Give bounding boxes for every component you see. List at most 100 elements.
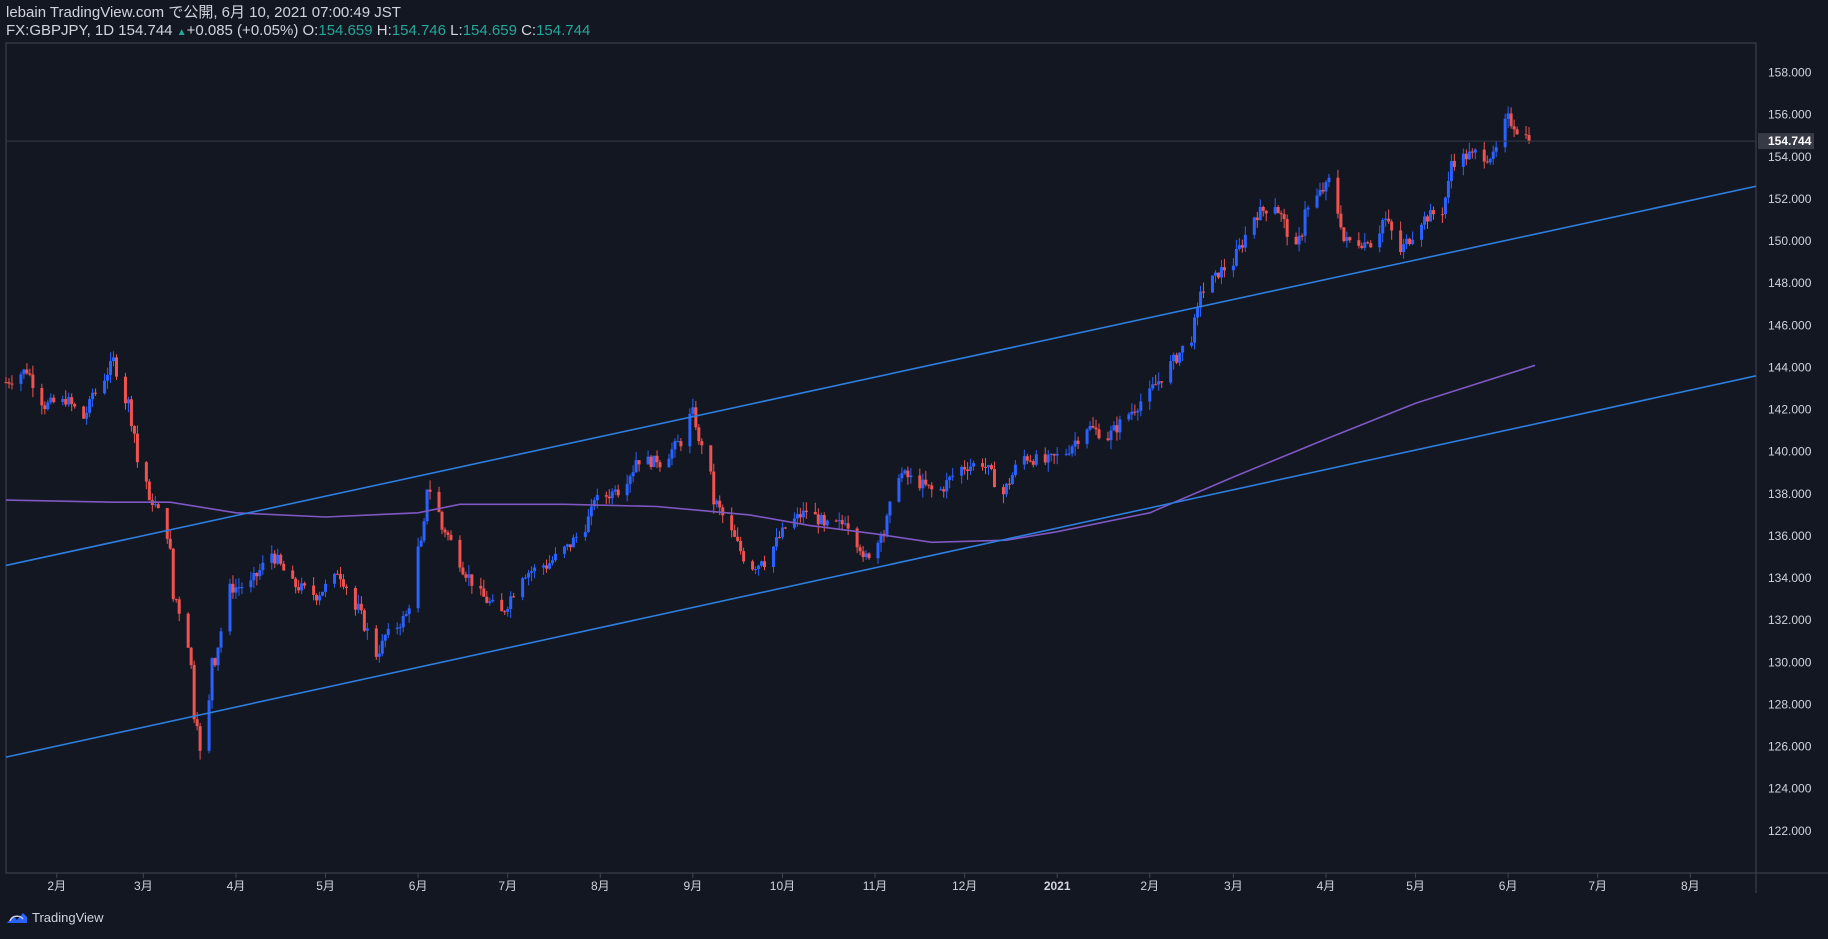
candle-down bbox=[144, 462, 148, 482]
price-tick-label: 130.000 bbox=[1768, 655, 1812, 669]
candle-up bbox=[780, 527, 784, 538]
candle-down bbox=[195, 719, 199, 727]
candle-down bbox=[94, 392, 98, 394]
candle-up bbox=[548, 563, 552, 569]
candle-down bbox=[568, 544, 572, 548]
candle-down bbox=[192, 665, 196, 720]
candle-up bbox=[300, 583, 304, 591]
candle-up bbox=[1172, 354, 1176, 362]
candle-down bbox=[804, 510, 808, 512]
close-label: C: bbox=[521, 22, 537, 39]
candle-down bbox=[1285, 219, 1289, 237]
candle-up bbox=[876, 542, 880, 559]
candle-down bbox=[464, 574, 468, 578]
candle-down bbox=[930, 485, 934, 490]
candle-up bbox=[864, 553, 868, 558]
candle-up bbox=[1449, 160, 1453, 181]
candle-down bbox=[25, 369, 29, 374]
candle-up bbox=[1064, 453, 1068, 455]
candle-down bbox=[440, 511, 444, 530]
candle-up bbox=[1199, 291, 1203, 308]
candle-up bbox=[825, 520, 829, 526]
candle-up bbox=[921, 479, 925, 489]
candle-down bbox=[1369, 243, 1373, 248]
candle-up bbox=[1428, 210, 1432, 222]
time-tick-label: 6月 bbox=[409, 879, 428, 893]
candle-down bbox=[1115, 425, 1119, 433]
candle-down bbox=[114, 357, 118, 377]
candle-down bbox=[739, 540, 743, 552]
candle-up bbox=[1488, 158, 1492, 163]
candle-up bbox=[571, 537, 575, 548]
candle-down bbox=[7, 382, 11, 384]
candle-up bbox=[760, 561, 764, 566]
candle-up bbox=[219, 631, 223, 648]
price-tick-label: 132.000 bbox=[1768, 613, 1812, 627]
candle-down bbox=[485, 596, 489, 603]
candle-down bbox=[1426, 216, 1430, 222]
change-value: +0.085 (+0.05%) bbox=[186, 22, 299, 39]
plot-frame bbox=[5, 42, 1828, 893]
time-tick-label: 4月 bbox=[227, 879, 246, 893]
candle-down bbox=[730, 515, 734, 531]
candle-down bbox=[135, 433, 139, 463]
candle-down bbox=[198, 726, 202, 751]
candle-down bbox=[867, 553, 871, 559]
candle-down bbox=[942, 489, 946, 492]
candle-down bbox=[545, 565, 549, 569]
candle-up bbox=[1046, 454, 1050, 463]
candle-down bbox=[458, 539, 462, 568]
candle-up bbox=[610, 491, 614, 499]
close-value: 154.744 bbox=[536, 22, 591, 39]
candle-down bbox=[156, 504, 160, 509]
price-tick-label: 152.000 bbox=[1768, 192, 1812, 206]
candle-up bbox=[1306, 207, 1310, 210]
candle-down bbox=[1094, 427, 1098, 430]
price-tick-label: 148.000 bbox=[1768, 276, 1812, 290]
candle-up bbox=[85, 412, 89, 419]
candle-up bbox=[237, 587, 241, 589]
footer-brand[interactable]: TradingView bbox=[6, 910, 104, 925]
candle-up bbox=[365, 628, 369, 631]
candle-up bbox=[574, 536, 578, 538]
candle-up bbox=[1467, 151, 1471, 160]
candle-down bbox=[966, 469, 970, 472]
candle-down bbox=[1106, 438, 1110, 441]
candle-down bbox=[1399, 230, 1403, 253]
candle-up bbox=[1494, 147, 1498, 152]
candle-down bbox=[718, 500, 722, 508]
candle-down bbox=[189, 647, 193, 666]
candle-down bbox=[927, 484, 931, 486]
candle-down bbox=[1001, 487, 1005, 495]
candle-up bbox=[109, 361, 113, 375]
candle-down bbox=[64, 399, 68, 405]
candle-up bbox=[1420, 224, 1424, 240]
candle-down bbox=[1154, 384, 1158, 386]
candle-up bbox=[1055, 453, 1059, 456]
candle-down bbox=[1485, 161, 1489, 163]
candle-down bbox=[840, 520, 844, 525]
candle-down bbox=[177, 599, 181, 614]
candle-up bbox=[969, 466, 973, 472]
open-value: 154.659 bbox=[318, 22, 373, 39]
low-value: 154.659 bbox=[462, 22, 517, 39]
candle-down bbox=[834, 520, 838, 522]
candle-down bbox=[742, 551, 746, 562]
candle-down bbox=[1133, 411, 1137, 413]
candle-up bbox=[112, 357, 116, 362]
time-tick-label: 5月 bbox=[1406, 879, 1425, 893]
candle-up bbox=[1446, 180, 1450, 198]
candle-down bbox=[437, 491, 441, 512]
candle-up bbox=[562, 546, 566, 554]
candle-up bbox=[46, 402, 50, 410]
candle-up bbox=[1034, 454, 1038, 465]
candle-up bbox=[276, 554, 280, 564]
candle-down bbox=[359, 603, 363, 611]
candle-up bbox=[1252, 217, 1256, 235]
candle-up bbox=[583, 531, 587, 537]
candle-down bbox=[1342, 227, 1346, 242]
price-axis: 122.000 124.000 126.000 128.000 130.000 132.0… bbox=[6, 65, 1814, 838]
candle-up bbox=[1378, 233, 1382, 248]
candle-down bbox=[303, 583, 307, 586]
